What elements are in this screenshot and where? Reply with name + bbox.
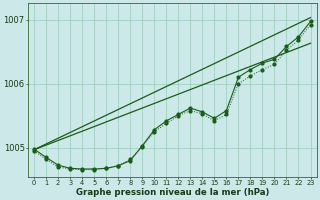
- X-axis label: Graphe pression niveau de la mer (hPa): Graphe pression niveau de la mer (hPa): [76, 188, 269, 197]
